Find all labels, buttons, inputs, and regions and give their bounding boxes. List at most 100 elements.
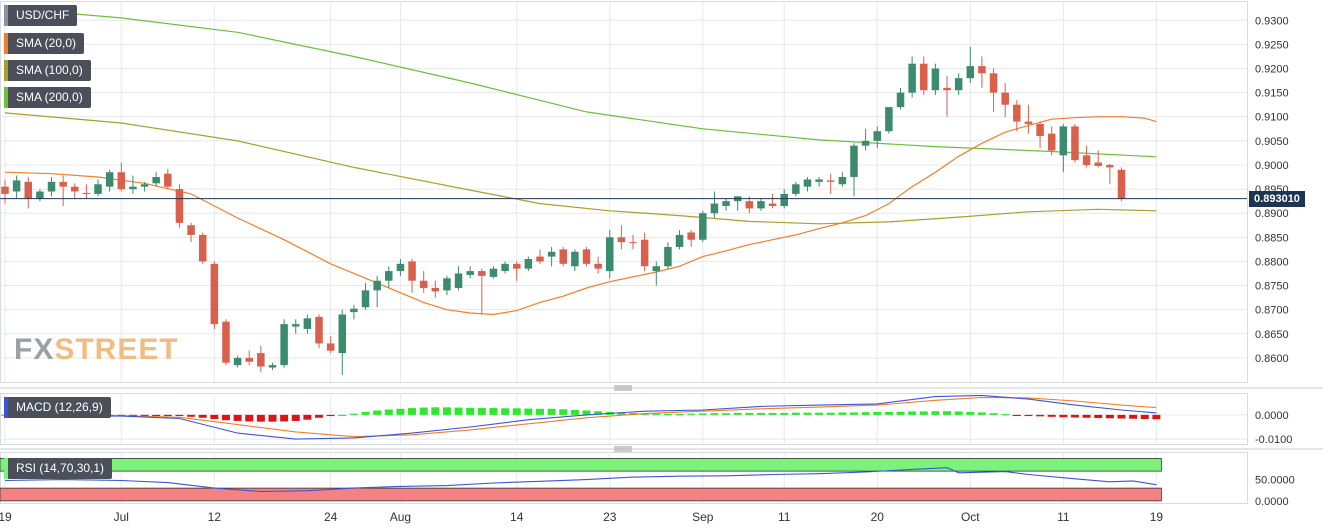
x-tick-label: 19 bbox=[1150, 510, 1164, 524]
candle bbox=[606, 230, 614, 279]
macd-hist-bar bbox=[466, 407, 475, 415]
candle-body bbox=[512, 263, 521, 269]
candle-body bbox=[71, 186, 79, 192]
sma20-line bbox=[4, 116, 1157, 316]
macd-hist-bar bbox=[745, 412, 754, 415]
candle bbox=[675, 230, 684, 250]
macd-hist-bar bbox=[652, 413, 661, 415]
candle-body bbox=[47, 181, 56, 192]
legend-rsi-swatch bbox=[4, 458, 8, 479]
candle-body bbox=[24, 181, 33, 199]
y-tick-label: 0.9300 bbox=[1255, 15, 1289, 27]
candle bbox=[350, 304, 358, 320]
candle-body bbox=[361, 290, 370, 308]
macd-hist-bar bbox=[943, 411, 952, 415]
legend-sma20-label: SMA (20,0) bbox=[16, 36, 77, 50]
candle bbox=[268, 362, 277, 370]
candle-body bbox=[315, 316, 323, 344]
macd-hist-bar bbox=[617, 412, 626, 415]
macd-hist-bar bbox=[1152, 414, 1161, 420]
macd-panel-frame bbox=[0, 393, 1248, 445]
candle bbox=[315, 314, 323, 349]
legend-rsi[interactable]: RSI (14,70,30,1) bbox=[4, 458, 113, 479]
macd-hist-bar bbox=[582, 410, 591, 415]
candle-body bbox=[431, 287, 440, 292]
candle bbox=[222, 319, 230, 366]
candle bbox=[989, 68, 998, 112]
candle bbox=[431, 280, 440, 298]
legend-symbol-swatch bbox=[4, 5, 8, 26]
y-tick-label: 0.9250 bbox=[1255, 39, 1289, 51]
sma100-line bbox=[4, 112, 1157, 225]
legend-macd-label: MACD (12,26,9) bbox=[16, 400, 103, 414]
candle-body bbox=[187, 225, 195, 235]
candle bbox=[59, 175, 67, 206]
candle-body bbox=[152, 177, 160, 184]
candle-body bbox=[559, 249, 567, 264]
macd-hist-bar bbox=[140, 414, 149, 417]
macd-hist-bar bbox=[198, 414, 207, 418]
candle-body bbox=[1, 186, 9, 194]
legend-rsi-label: RSI (14,70,30,1) bbox=[16, 461, 105, 475]
candle-body bbox=[687, 232, 695, 240]
candle-body bbox=[803, 179, 812, 187]
legend-sma100[interactable]: SMA (100,0) bbox=[4, 60, 91, 81]
candle-body bbox=[1117, 169, 1126, 199]
y-tick-label: 0.8700 bbox=[1255, 305, 1289, 317]
candle-body bbox=[94, 184, 102, 194]
candle bbox=[396, 259, 405, 276]
macd-hist-bar bbox=[338, 414, 347, 417]
x-tick-label: 11 bbox=[778, 510, 791, 524]
candle-body bbox=[117, 172, 126, 190]
candle-body bbox=[12, 180, 21, 192]
candle-body bbox=[82, 192, 91, 194]
macd-hist-bar bbox=[873, 411, 882, 415]
candle bbox=[1036, 121, 1044, 149]
x-tick-label: 24 bbox=[324, 510, 338, 524]
candle bbox=[1024, 104, 1033, 134]
x-tick-label: 20 bbox=[871, 510, 885, 524]
macd-hist-bar bbox=[1082, 414, 1091, 418]
macd-hist-bar bbox=[524, 408, 533, 415]
legend-macd-swatch bbox=[4, 397, 8, 418]
candle bbox=[338, 309, 347, 375]
macd-hist-bar bbox=[733, 412, 742, 415]
rsi-line bbox=[4, 467, 1157, 493]
candle-body bbox=[280, 324, 288, 366]
macd-hist-bar bbox=[896, 411, 905, 415]
candle bbox=[419, 271, 428, 293]
macd-hist-bar bbox=[780, 412, 789, 415]
y-tick-label: 0.9150 bbox=[1255, 88, 1289, 100]
candle-body bbox=[920, 63, 928, 91]
candle bbox=[12, 175, 21, 199]
candle bbox=[885, 107, 893, 134]
legend-macd[interactable]: MACD (12,26,9) bbox=[4, 397, 111, 418]
legend-symbol[interactable]: USD/CHF bbox=[4, 5, 78, 26]
candle-body bbox=[59, 181, 67, 187]
candle-body bbox=[1024, 121, 1033, 124]
macd-hist-bar bbox=[756, 412, 765, 415]
legend-sma200[interactable]: SMA (200,0) bbox=[4, 87, 91, 108]
legend-sma20[interactable]: SMA (20,0) bbox=[4, 33, 85, 54]
candle-body bbox=[210, 263, 219, 325]
candle-body bbox=[257, 353, 265, 367]
candle bbox=[710, 191, 719, 219]
rsi-overbought-band bbox=[0, 457, 1162, 472]
macd-hist-bar bbox=[791, 412, 800, 415]
macd-hist-bar bbox=[256, 414, 265, 422]
candle bbox=[722, 198, 730, 211]
macd-hist-bar bbox=[547, 408, 556, 415]
candle bbox=[920, 56, 928, 96]
candle-body bbox=[338, 314, 347, 354]
candle-body bbox=[954, 78, 963, 91]
rsi-oversold-band bbox=[0, 487, 1162, 502]
macd-hist-bar bbox=[1105, 414, 1114, 419]
rsi-y-tick-label: 50.0000 bbox=[1255, 475, 1295, 487]
candle bbox=[82, 184, 91, 199]
macd-hist-bar bbox=[535, 408, 544, 415]
candle bbox=[71, 183, 79, 199]
candle bbox=[478, 268, 486, 315]
candle-body bbox=[140, 184, 149, 187]
candle-body bbox=[489, 268, 498, 277]
current-price-tag: 0.893010 bbox=[1249, 191, 1305, 207]
